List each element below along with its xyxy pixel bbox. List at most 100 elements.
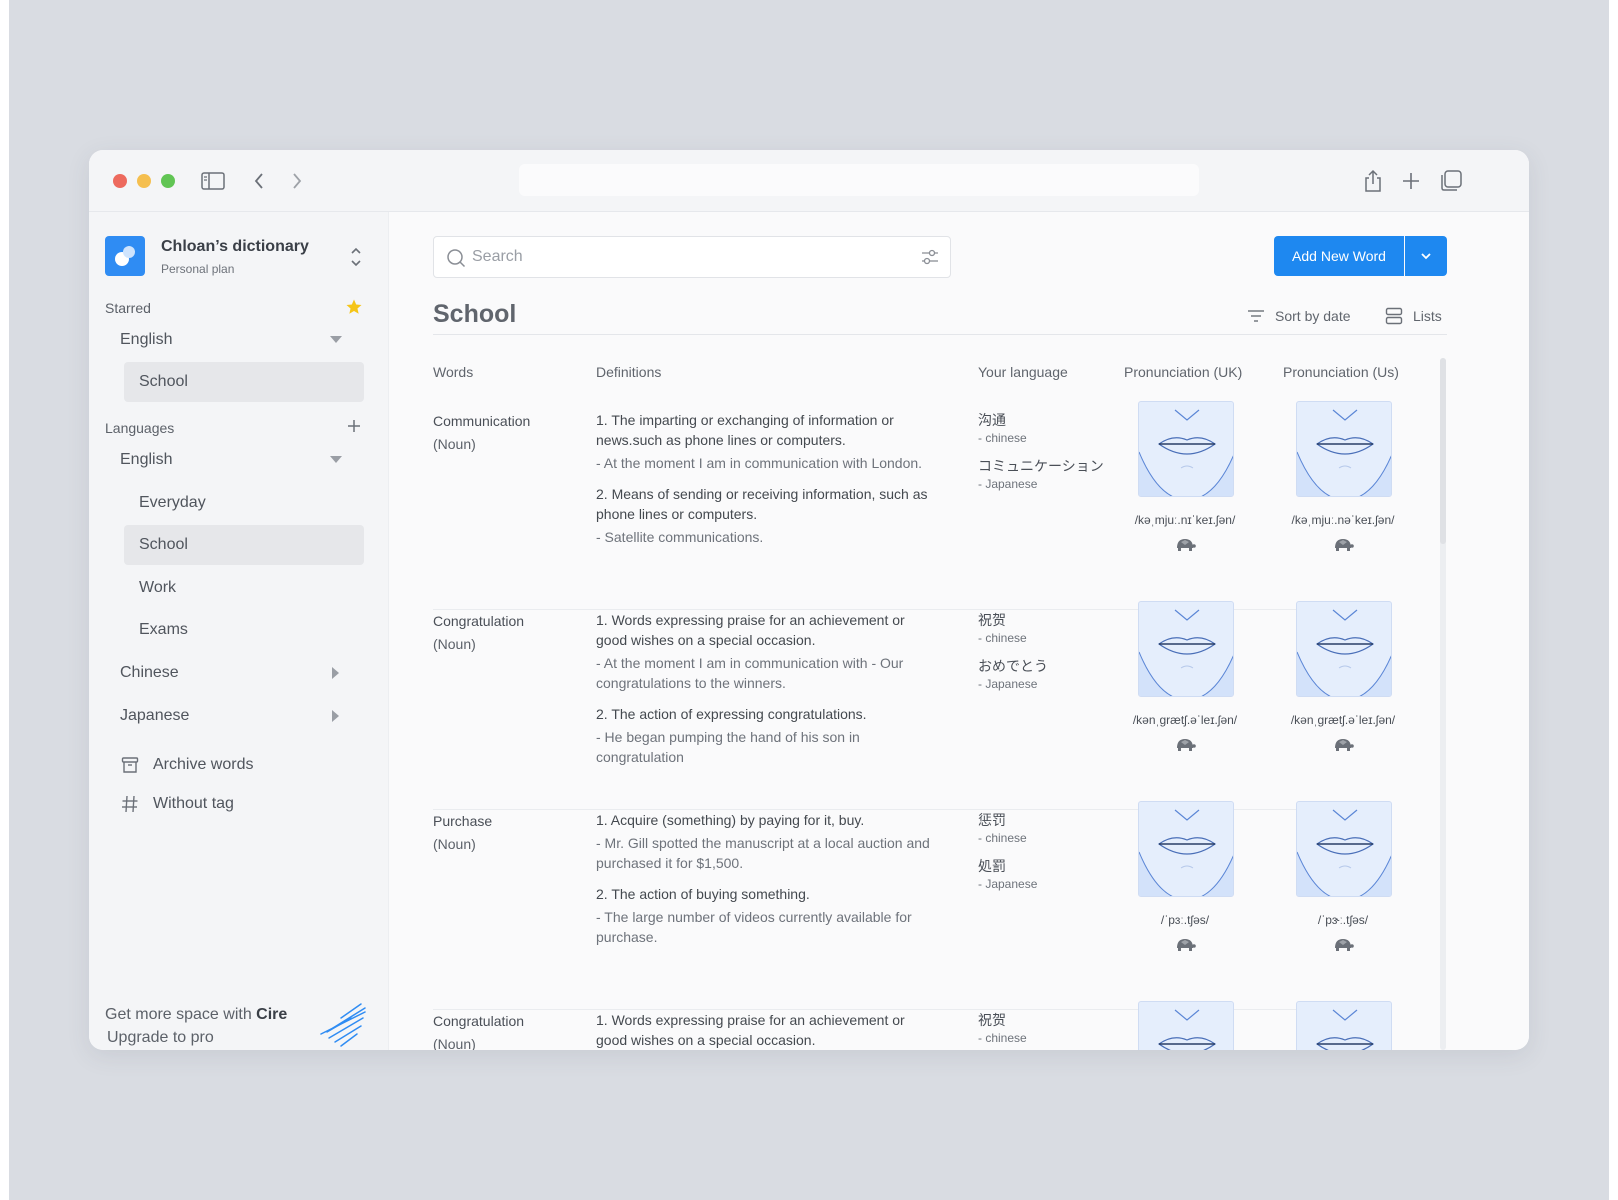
sort-label: Sort by date bbox=[1275, 308, 1351, 324]
sidebar-item-english[interactable]: English bbox=[120, 440, 370, 480]
sort-by-date-button[interactable]: Sort by date bbox=[1247, 304, 1351, 328]
definition-example: - The large number of videos currently a… bbox=[596, 909, 912, 945]
tab-overview-icon[interactable] bbox=[1438, 168, 1464, 194]
definition-example: - Mr. Gill spotted the manuscript at a l… bbox=[596, 835, 930, 871]
word-row[interactable]: Congratulation (Noun) 1. Words expressin… bbox=[433, 601, 1395, 810]
new-tab-icon[interactable] bbox=[1398, 168, 1424, 194]
translations: 沟通 - chinese コミュニケーション - Japanese bbox=[978, 410, 1118, 502]
listen-audio-icon[interactable] bbox=[1332, 536, 1354, 552]
sidebar-item-label: Chinese bbox=[120, 664, 179, 681]
definition-text: 1. The imparting or exchanging of inform… bbox=[596, 412, 894, 448]
definition-text: 1. Words expressing praise for an achiev… bbox=[596, 1012, 905, 1048]
part-of-speech: (Noun) bbox=[433, 636, 476, 652]
column-header-pronunciation-uk: Pronunciation (UK) bbox=[1124, 364, 1243, 380]
sidebar-toggle-icon[interactable] bbox=[200, 168, 226, 194]
part-of-speech: (Noun) bbox=[433, 1036, 476, 1050]
translation-word: コミュニケーション bbox=[978, 458, 1104, 474]
sidebar-item-starred-english[interactable]: English bbox=[120, 320, 370, 360]
sidebar-item-chinese[interactable]: Chinese bbox=[120, 653, 370, 693]
sidebar-item-label: School bbox=[139, 373, 188, 390]
listen-audio-icon[interactable] bbox=[1332, 736, 1354, 752]
lists-view-button[interactable]: Lists bbox=[1385, 304, 1442, 328]
caret-down-icon bbox=[328, 320, 344, 360]
column-header-pronunciation-us: Pronunciation (Us) bbox=[1283, 364, 1399, 380]
definition-text: 1. Acquire (something) by paying for it,… bbox=[596, 812, 865, 828]
sidebar-item-label: English bbox=[120, 331, 173, 348]
definition-text: 1. Words expressing praise for an achiev… bbox=[596, 612, 905, 648]
ipa-us: /kəˌmjuː.nəˈkeɪ.ʃən/ bbox=[1291, 513, 1395, 527]
sidebar-item-school[interactable]: School bbox=[124, 525, 364, 565]
sidebar-item-starred-school[interactable]: School bbox=[124, 362, 364, 402]
filter-settings-icon[interactable] bbox=[920, 247, 940, 267]
definition-example: - He began pumping the hand of his son i… bbox=[596, 729, 860, 765]
sidebar-item-label: Japanese bbox=[120, 707, 190, 724]
sidebar-item-exams[interactable]: Exams bbox=[124, 610, 364, 650]
archive-icon bbox=[121, 757, 139, 773]
translation-language: - Japanese bbox=[978, 677, 1038, 691]
brand-name: Cire bbox=[256, 1006, 288, 1023]
definitions: 1. Words expressing praise for an achiev… bbox=[596, 1010, 936, 1050]
archive-words-link[interactable]: Archive words bbox=[121, 750, 253, 780]
row-divider bbox=[433, 809, 1391, 810]
scrollbar-thumb[interactable] bbox=[1440, 358, 1446, 544]
translation-language: - chinese bbox=[978, 631, 1027, 645]
chevron-down-icon bbox=[1421, 253, 1431, 260]
mouth-illustration-icon bbox=[1296, 401, 1392, 497]
column-header-words: Words bbox=[433, 364, 474, 380]
sidebar-item-label: Exams bbox=[139, 621, 188, 638]
workspace-plan: Personal plan bbox=[161, 262, 235, 276]
column-header-definitions: Definitions bbox=[596, 364, 662, 380]
word-row[interactable]: Purchase (Noun) 1. Acquire (something) b… bbox=[433, 801, 1392, 1010]
upgrade-banner[interactable]: Get more space with Cire Upgrade to pro bbox=[89, 998, 389, 1050]
sidebar-item-everyday[interactable]: Everyday bbox=[124, 483, 364, 523]
caret-right-icon bbox=[328, 696, 344, 736]
definition-item: 2. The action of buying something. - The … bbox=[596, 884, 936, 947]
translation-word: 祝贺 bbox=[978, 1012, 1006, 1028]
word-text: Congratulation bbox=[433, 613, 525, 629]
without-tag-link[interactable]: Without tag bbox=[121, 789, 234, 819]
definition-example: - At the moment I am in communication wi… bbox=[596, 655, 904, 691]
browser-titlebar bbox=[89, 150, 1529, 212]
add-new-word-button[interactable]: Add New Word bbox=[1274, 236, 1404, 276]
workspace-logo bbox=[105, 236, 145, 276]
title-divider bbox=[433, 334, 1447, 335]
listen-audio-icon[interactable] bbox=[1332, 936, 1354, 952]
archive-words-label: Archive words bbox=[153, 756, 254, 773]
translation-language: - chinese bbox=[978, 1031, 1027, 1045]
mouth-illustration-icon bbox=[1138, 801, 1234, 897]
search-bar bbox=[433, 236, 951, 278]
sidebar-item-label: Work bbox=[139, 579, 177, 596]
maximize-window-button[interactable] bbox=[161, 174, 175, 188]
listen-audio-icon[interactable] bbox=[1174, 736, 1196, 752]
workspace-switch-icon[interactable] bbox=[349, 244, 363, 270]
upgrade-link[interactable]: Upgrade to pro bbox=[107, 1029, 214, 1046]
sidebar-item-label: School bbox=[139, 536, 188, 553]
address-bar[interactable] bbox=[519, 164, 1199, 196]
scrollbar[interactable] bbox=[1440, 358, 1446, 1050]
word-row[interactable]: Communication (Noun) 1. The imparting or… bbox=[433, 401, 1394, 610]
share-icon[interactable] bbox=[1360, 168, 1386, 194]
back-icon[interactable] bbox=[246, 168, 272, 194]
definition-example: - At the moment I am in communication wi… bbox=[596, 455, 923, 471]
sidebar: Chloan’s dictionary Personal plan Starre… bbox=[89, 212, 389, 1050]
word-row[interactable]: Congratulation (Noun) 1. Words expressin… bbox=[433, 1001, 1392, 1050]
add-word-menu-button[interactable] bbox=[1405, 236, 1447, 276]
listen-audio-icon[interactable] bbox=[1174, 936, 1196, 952]
sidebar-item-japanese[interactable]: Japanese bbox=[120, 696, 370, 736]
caret-down-icon bbox=[328, 440, 344, 480]
minimize-window-button[interactable] bbox=[137, 174, 151, 188]
forward-icon[interactable] bbox=[284, 168, 310, 194]
add-language-icon[interactable] bbox=[347, 419, 361, 438]
mouth-illustration-icon bbox=[1296, 1001, 1392, 1050]
word-text: Purchase bbox=[433, 813, 493, 829]
row-divider bbox=[433, 609, 1391, 610]
search-input[interactable] bbox=[472, 237, 902, 277]
sidebar-item-work[interactable]: Work bbox=[124, 568, 364, 608]
listen-audio-icon[interactable] bbox=[1174, 536, 1196, 552]
word-text: Communication bbox=[433, 413, 531, 429]
definition-text: 2. The action of buying something. bbox=[596, 886, 810, 902]
close-window-button[interactable] bbox=[113, 174, 127, 188]
translation-language: - Japanese bbox=[978, 877, 1038, 891]
ipa-us: /ˈpɝː.tʃəs/ bbox=[1317, 913, 1369, 927]
definition-example: - Satellite communications. bbox=[596, 529, 764, 545]
